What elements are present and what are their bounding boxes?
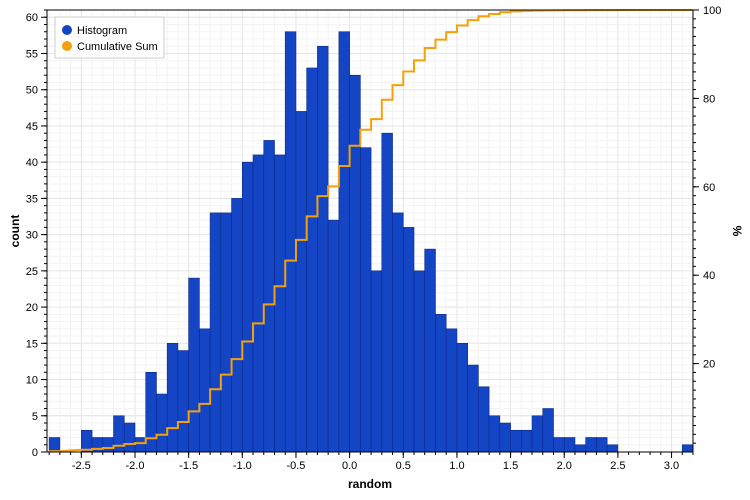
histogram-bar [338,31,350,453]
x-tick-label: 0.0 [342,460,357,472]
y-tick-label: 60 [26,12,38,24]
histogram-bar [435,314,447,453]
histogram-bar [177,350,189,453]
histogram-bar [134,437,147,453]
histogram-bar [681,444,694,453]
x-tick-label: -1.0 [233,460,252,472]
histogram-bar [349,74,361,453]
histogram-bar [456,343,468,453]
histogram-bar [284,31,297,453]
y-tick-label: 50 [26,85,38,97]
histogram-bar [360,147,372,453]
histogram-bar [102,437,114,453]
histogram-bar [542,408,554,453]
histogram-bar [563,437,576,453]
histogram-bar [553,437,565,453]
legend-label: Cumulative Sum [77,41,158,53]
y2-tick-label: 60 [703,182,715,194]
histogram-bar [156,393,168,453]
legend-marker [62,25,72,35]
histogram-bar [510,429,522,453]
histogram-bar [295,111,307,453]
histogram-bar [274,154,286,453]
histogram-bar [467,364,479,453]
y-tick-label: 35 [26,193,38,205]
histogram-bar [252,154,265,453]
histogram-bar [327,219,340,453]
y-tick-label: 5 [32,411,38,423]
y-tick-label: 55 [26,48,38,60]
histogram-bar [263,140,275,453]
y2-tick-label: 40 [703,270,715,282]
legend: Histogram Cumulative Sum [54,16,165,59]
y2-tick-label: 100 [703,5,721,17]
histogram-bar [488,415,501,453]
y-tick-label: 20 [26,302,38,314]
histogram-bar [445,328,458,453]
y-tick-label: 10 [26,375,38,387]
y-tick-label: 0 [32,447,38,459]
histogram-bar [370,270,383,453]
histogram-bar [188,277,200,453]
histogram-bar [199,328,211,453]
histogram-bar [499,422,511,453]
y-tick-label: 25 [26,266,38,278]
x-tick-label: 1.5 [503,460,518,472]
axes: -2.5 -2.0 -1.5 -1.0 -0.5 0.0 0.5 1.0 1.5 2.0 2.5 3.… [8,5,744,491]
y-tick-label: 15 [26,338,38,350]
x-tick-label: -0.5 [286,460,305,472]
x-tick-label: 1.0 [449,460,464,472]
y-axis-title: count [8,215,22,248]
x-tick-label: -2.0 [126,460,145,472]
x-tick-label: 2.5 [610,460,625,472]
x-tick-label: 3.0 [664,460,679,472]
histogram-bar [209,212,222,453]
histogram-bar [478,386,490,453]
histogram-bar [48,437,61,453]
x-tick-label: 2.0 [557,460,572,472]
histogram-bar [81,429,93,453]
histogram-bar [166,343,179,453]
x-tick-label: -1.5 [179,460,198,472]
legend-label: Histogram [77,25,127,37]
histogram-bar [521,429,533,453]
histogram-bar [424,248,436,453]
y2-tick-label: 80 [703,93,715,105]
histogram-bar [585,437,597,453]
histogram-bar [402,227,415,453]
histogram-bar [531,415,544,453]
legend-marker [62,41,72,51]
histogram-bar [381,132,393,453]
legend-box [54,16,165,59]
histogram-bar [574,444,586,453]
histogram-bar [596,437,608,453]
histogram-bar [306,67,318,453]
histogram-bar [413,270,426,453]
x-axis-title: random [348,477,392,491]
x-tick-label: 0.5 [396,460,411,472]
y2-axis-title: % [730,226,744,237]
histogram-bar [317,45,329,453]
histogram-bar [231,198,243,453]
histogram-bar [606,444,619,453]
histogram-bar [123,422,136,453]
histogram-bar [242,161,254,453]
x-tick-label: -2.5 [72,460,91,472]
histogram-bar [392,212,404,453]
y-tick-label: 45 [26,121,38,133]
histogram-bar [220,212,232,453]
y-tick-label: 30 [26,230,38,242]
y2-tick-label: 20 [703,359,715,371]
y-tick-label: 40 [26,157,38,169]
histogram-bar [145,371,157,453]
